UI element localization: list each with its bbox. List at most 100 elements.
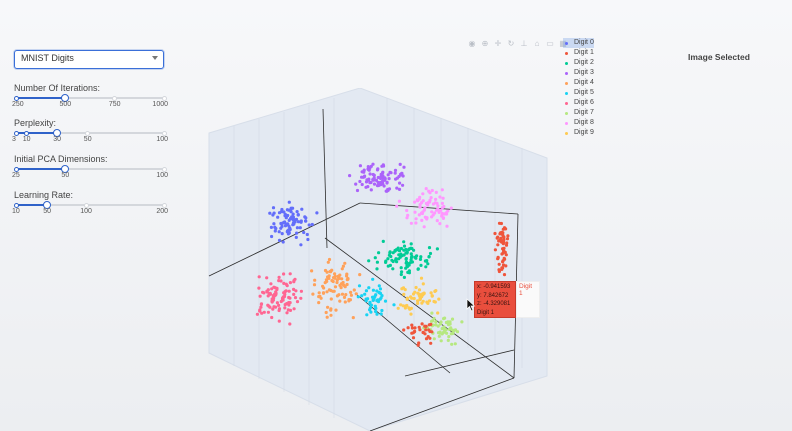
scatter-point[interactable] bbox=[497, 262, 501, 266]
scatter-point[interactable] bbox=[295, 210, 299, 214]
scatter-point[interactable] bbox=[427, 323, 431, 327]
scatter-point[interactable] bbox=[375, 312, 379, 316]
scatter-point[interactable] bbox=[426, 262, 430, 266]
scatter-point[interactable] bbox=[363, 292, 367, 296]
scatter-point[interactable] bbox=[393, 168, 398, 172]
scatter-point[interactable] bbox=[319, 296, 323, 300]
scatter-point[interactable] bbox=[413, 326, 417, 330]
legend-item[interactable]: Digit 3 bbox=[563, 68, 594, 78]
scatter-point[interactable] bbox=[369, 164, 373, 168]
scatter-point[interactable] bbox=[344, 293, 348, 297]
scatter-point[interactable] bbox=[498, 232, 502, 236]
scatter-point[interactable] bbox=[417, 341, 421, 345]
scatter-point[interactable] bbox=[276, 215, 280, 219]
scatter-point[interactable] bbox=[281, 298, 285, 302]
scatter-point[interactable] bbox=[288, 322, 292, 326]
scatter-point[interactable] bbox=[283, 303, 287, 307]
scatter-point[interactable] bbox=[387, 177, 391, 181]
scatter-point[interactable] bbox=[348, 174, 352, 178]
scatter-point[interactable] bbox=[445, 331, 449, 335]
scatter-point[interactable] bbox=[452, 329, 456, 333]
scatter-point[interactable] bbox=[365, 313, 369, 317]
scatter-point[interactable] bbox=[404, 261, 408, 265]
scatter-point[interactable] bbox=[496, 243, 500, 247]
scatter-point[interactable] bbox=[292, 307, 296, 311]
scatter-point[interactable] bbox=[410, 323, 414, 327]
scatter-point[interactable] bbox=[328, 269, 332, 274]
scatter-point[interactable] bbox=[411, 336, 416, 340]
scatter-point[interactable] bbox=[347, 299, 351, 303]
scatter-point[interactable] bbox=[358, 179, 362, 184]
legend-item[interactable]: Digit 6 bbox=[563, 98, 594, 108]
scatter-point[interactable] bbox=[377, 284, 381, 288]
scatter-point[interactable] bbox=[420, 322, 424, 326]
scatter-point[interactable] bbox=[375, 267, 379, 271]
scatter-point[interactable] bbox=[277, 303, 281, 307]
scatter-point[interactable] bbox=[440, 214, 444, 218]
scatter-point[interactable] bbox=[299, 289, 303, 293]
scatter-point[interactable] bbox=[352, 288, 356, 292]
scatter-point[interactable] bbox=[383, 176, 387, 180]
scatter-point[interactable] bbox=[394, 258, 398, 262]
turntable-icon[interactable]: ⊥ bbox=[520, 39, 528, 48]
scatter-point[interactable] bbox=[381, 239, 385, 243]
scatter-point[interactable] bbox=[419, 263, 423, 267]
scatter-point[interactable] bbox=[357, 284, 362, 288]
scatter-point[interactable] bbox=[268, 305, 272, 309]
scatter-point[interactable] bbox=[426, 301, 430, 305]
scatter-point[interactable] bbox=[381, 163, 385, 167]
scatter-point[interactable] bbox=[277, 307, 282, 311]
scatter-point[interactable] bbox=[277, 319, 281, 323]
scatter-point[interactable] bbox=[371, 277, 375, 281]
scatter-point[interactable] bbox=[410, 246, 414, 251]
scatter-point[interactable] bbox=[358, 164, 362, 168]
scatter-point[interactable] bbox=[398, 181, 402, 185]
scatter-point[interactable] bbox=[369, 188, 373, 192]
scatter-point[interactable] bbox=[430, 188, 434, 193]
scatter-point[interactable] bbox=[273, 229, 277, 233]
scatter-point[interactable] bbox=[501, 260, 505, 264]
scatter-point[interactable] bbox=[367, 259, 371, 263]
scatter-point[interactable] bbox=[443, 316, 447, 320]
scatter-point[interactable] bbox=[440, 201, 444, 205]
scatter-point[interactable] bbox=[305, 232, 309, 237]
scatter-point[interactable] bbox=[501, 238, 505, 243]
scatter-point[interactable] bbox=[431, 202, 435, 206]
scatter-point[interactable] bbox=[340, 277, 344, 281]
scatter-point[interactable] bbox=[257, 275, 261, 279]
scatter-point[interactable] bbox=[307, 223, 311, 227]
scatter-point[interactable] bbox=[409, 312, 413, 316]
scatter-point[interactable] bbox=[440, 327, 444, 331]
scatter-point[interactable] bbox=[259, 305, 263, 309]
scatter-point[interactable] bbox=[402, 165, 406, 169]
scatter-point[interactable] bbox=[416, 299, 420, 303]
scatter-point[interactable] bbox=[421, 299, 425, 303]
scatter-point[interactable] bbox=[394, 177, 398, 181]
scatter-point[interactable] bbox=[277, 275, 281, 279]
scatter-point[interactable] bbox=[287, 231, 291, 235]
pan-icon[interactable]: ✛ bbox=[494, 39, 502, 48]
scatter-point[interactable] bbox=[410, 326, 414, 330]
scatter-point[interactable] bbox=[422, 208, 426, 212]
scatter-point[interactable] bbox=[277, 230, 281, 234]
scatter-point[interactable] bbox=[409, 252, 413, 256]
scatter-point[interactable] bbox=[364, 185, 368, 189]
scatter-point[interactable] bbox=[290, 215, 294, 219]
scatter-point[interactable] bbox=[441, 196, 445, 200]
scatter-point[interactable] bbox=[389, 171, 393, 175]
scatter-point[interactable] bbox=[325, 315, 329, 319]
scatter-point[interactable] bbox=[294, 235, 298, 239]
scatter-point[interactable] bbox=[368, 172, 372, 176]
scatter-point[interactable] bbox=[432, 316, 436, 321]
scatter-point[interactable] bbox=[428, 251, 433, 256]
scatter-point[interactable] bbox=[343, 261, 347, 265]
scatter-point[interactable] bbox=[329, 313, 333, 317]
scatter-point[interactable] bbox=[277, 279, 281, 283]
scatter-point[interactable] bbox=[430, 319, 435, 323]
scatter-point[interactable] bbox=[384, 260, 388, 264]
scatter-point[interactable] bbox=[272, 305, 276, 309]
scatter-point[interactable] bbox=[333, 276, 337, 280]
scatter-point[interactable] bbox=[419, 255, 423, 259]
scatter-point[interactable] bbox=[414, 217, 418, 221]
scatter-point[interactable] bbox=[402, 275, 406, 279]
